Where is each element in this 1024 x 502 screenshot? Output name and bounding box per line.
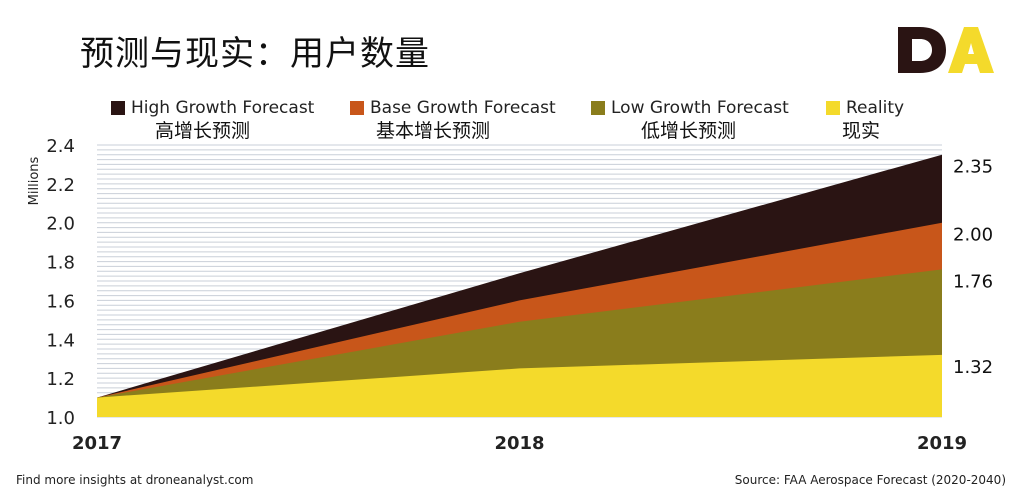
logo-a-shape: [948, 27, 994, 73]
legend-sublabel: 高增长预测: [155, 120, 251, 142]
end-value-label: 1.76: [953, 271, 993, 292]
x-tick-label: 2019: [917, 433, 967, 454]
y-tick-label: 1.4: [46, 330, 75, 351]
square-swatch-icon: [826, 101, 840, 115]
y-tick-label: 1.0: [46, 408, 75, 429]
x-tick-label: 2017: [72, 433, 122, 454]
end-value-label: 2.00: [953, 225, 993, 246]
legend-item-low: Low Growth Forecast 低增长预测: [591, 98, 789, 143]
square-swatch-icon: [591, 101, 605, 115]
legend-label: High Growth Forecast: [131, 98, 315, 118]
y-tick-label: 1.8: [46, 253, 75, 274]
logo-d-shape: [898, 27, 946, 73]
end-value-label: 2.35: [953, 157, 993, 178]
footer-citation: Source: FAA Aerospace Forecast (2020-204…: [734, 473, 1006, 487]
legend-label: Reality: [846, 98, 905, 118]
legend-label: Base Growth Forecast: [370, 98, 556, 118]
page-title: 预测与现实：用户数量: [80, 34, 430, 74]
y-tick-label: 2.0: [46, 214, 75, 235]
legend-item-high: High Growth Forecast 高增长预测: [111, 98, 314, 143]
legend-sublabel: 基本增长预测: [376, 120, 491, 142]
square-swatch-icon: [111, 101, 125, 115]
y-tick-label: 1.2: [46, 369, 75, 390]
legend-item-reality: Reality 现实: [826, 98, 904, 143]
y-axis-title: Millions: [27, 156, 42, 205]
legend-item-base: Base Growth Forecast 基本增长预测: [350, 98, 556, 143]
legend-label: Low Growth Forecast: [611, 98, 789, 118]
y-tick-label: 2.2: [46, 175, 75, 196]
end-value-label: 1.32: [953, 357, 993, 378]
x-tick-label: 2018: [494, 433, 544, 454]
legend-sublabel: 现实: [842, 120, 881, 142]
square-swatch-icon: [350, 101, 364, 115]
legend-sublabel: 低增长预测: [641, 120, 737, 142]
chart-legend: High Growth Forecast 高增长预测 Base Growth F…: [0, 98, 1024, 148]
area-reality: [97, 354, 942, 417]
y-tick-label: 1.6: [46, 291, 75, 312]
drone-analyst-logo: [898, 27, 994, 73]
y-tick-label: 2.4: [46, 136, 75, 157]
footer-source-link[interactable]: Find more insights at droneanalyst.com: [16, 473, 254, 487]
